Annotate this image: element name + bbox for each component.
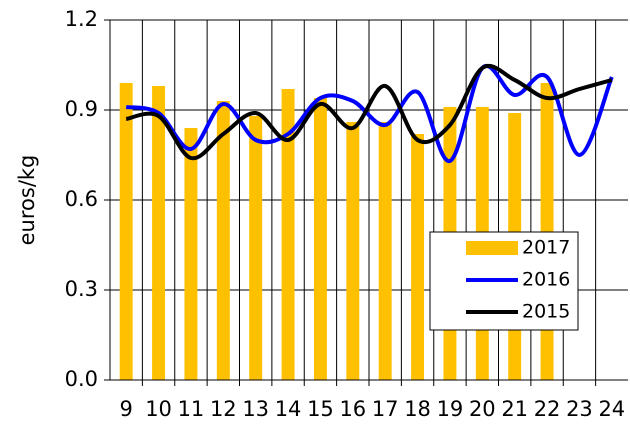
legend-label: 2016	[522, 269, 570, 291]
bar	[346, 122, 360, 380]
bar	[249, 116, 263, 380]
x-tick-label: 9	[120, 397, 133, 421]
x-tick-label: 23	[566, 397, 593, 421]
bar	[411, 134, 425, 380]
line	[125, 64, 613, 161]
x-tick-label: 17	[372, 397, 399, 421]
x-tick-label: 11	[178, 397, 205, 421]
x-tick-label: 22	[534, 397, 561, 421]
bar	[152, 86, 166, 380]
x-tick-label: 15	[307, 397, 334, 421]
x-tick-label: 24	[598, 397, 625, 421]
bar	[216, 101, 230, 380]
x-tick-label: 21	[501, 397, 528, 421]
y-axis-label: euros/kg	[15, 155, 39, 246]
y-tick-label: 0.9	[65, 97, 98, 121]
y-tick-label: 1.2	[65, 7, 98, 31]
bar	[313, 98, 327, 380]
x-tick-label: 16	[339, 397, 366, 421]
bar	[184, 128, 198, 380]
y-tick-label: 0.0	[65, 367, 98, 391]
legend-swatch	[466, 241, 518, 255]
x-tick-label: 20	[469, 397, 496, 421]
bar	[378, 122, 392, 380]
y-tick-label: 0.3	[65, 277, 98, 301]
x-tick-label: 10	[145, 397, 172, 421]
x-tick-label: 14	[275, 397, 302, 421]
x-tick-label: 18	[404, 397, 431, 421]
x-tick-label: 19	[437, 397, 464, 421]
x-tick-label: 12	[210, 397, 237, 421]
bar	[119, 83, 133, 380]
x-tick-label: 13	[242, 397, 269, 421]
y-tick-label: 0.6	[65, 187, 98, 211]
bar	[281, 89, 295, 380]
legend-label: 2015	[522, 301, 570, 323]
legend-label: 2017	[522, 237, 570, 259]
line	[125, 63, 614, 163]
